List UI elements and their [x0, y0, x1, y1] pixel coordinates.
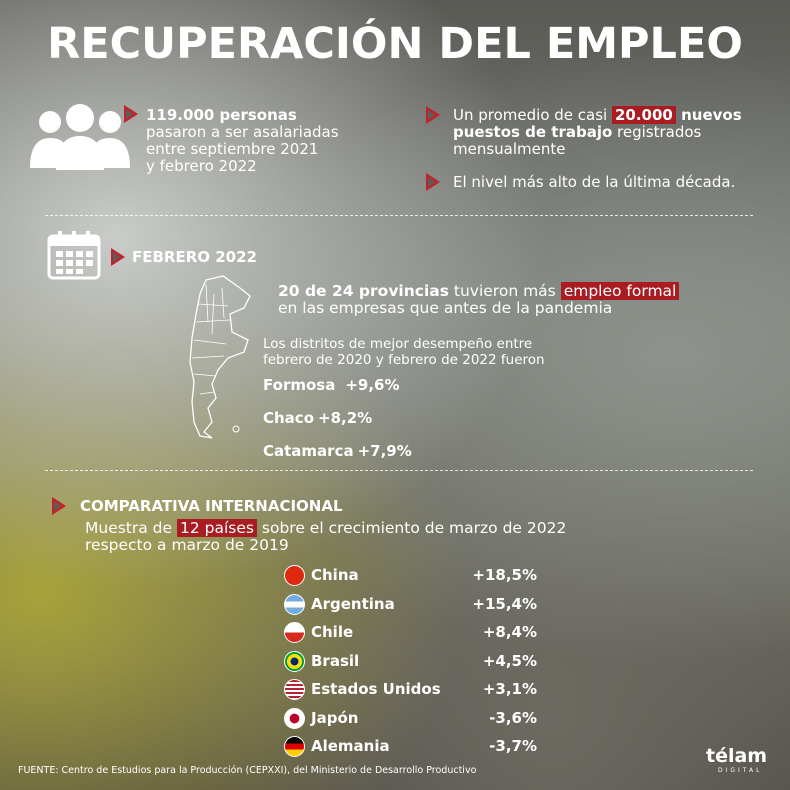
country-name: Chile [311, 623, 354, 641]
stat-1-bold: 119.000 personas [146, 106, 297, 124]
footer: FUENTE: Centro de Estudios para la Produ… [18, 765, 477, 776]
calendar-icon [47, 231, 101, 280]
district: Chaco +8,2% [263, 410, 372, 427]
bullet [124, 105, 138, 123]
country-value: +3,1% [482, 680, 537, 698]
country-row: Alemania -3,7% [282, 735, 537, 757]
country-value: +18,5% [472, 566, 537, 584]
text: registrados [612, 123, 702, 141]
text: Un promedio de casi [453, 106, 612, 124]
highlight: 20.000 [611, 106, 676, 124]
country-row: Chile +8,4% [282, 621, 537, 643]
international-text: Muestra de 12 países sobre el crecimient… [85, 519, 567, 554]
highlight: empleo formal [560, 282, 680, 300]
district-name: Catamarca [263, 442, 354, 460]
section-heading: FEBRERO 2022 [132, 248, 257, 266]
district: Catamarca +7,9% [263, 443, 412, 460]
people-icon [30, 104, 130, 170]
country-value: +4,5% [482, 651, 537, 670]
text: Muestra de [85, 519, 177, 537]
text: sobre el crecimiento de marzo de 2022 [256, 519, 567, 537]
flag [284, 565, 305, 586]
bold: nuevos [675, 106, 742, 124]
flag [284, 679, 305, 700]
provinces-text: 20 de 24 provincias tuvieron más empleo … [278, 282, 680, 317]
text: respecto a marzo de 2019 [85, 536, 289, 554]
stat-1-line: y febrero 2022 [146, 157, 257, 175]
flag [284, 650, 305, 672]
flag [284, 622, 305, 643]
country-name: Alemania [311, 737, 390, 755]
country-name: Estados Unidos [311, 680, 441, 698]
stat-1-line: entre septiembre 2021 [146, 140, 319, 158]
flag [284, 707, 305, 729]
country-row: China +18,5% [282, 564, 537, 586]
district-name: Chaco [263, 409, 315, 427]
intro-line: Los distritos de mejor desempeño entre [263, 336, 533, 352]
intro-line: febrero de 2020 y febrero de 2022 fueron [263, 352, 545, 368]
country-name: Argentina [311, 594, 395, 613]
district: Formosa +9,6% [263, 377, 400, 394]
text: mensualmente [453, 140, 566, 158]
country-value: -3,6% [489, 708, 537, 727]
logo-sub: DIGITAL [718, 767, 763, 774]
country-name: Brasil [311, 651, 360, 670]
stat-3: El nivel más alto de la última década. [453, 173, 736, 191]
country-name: Japón [311, 708, 359, 727]
bullet [426, 106, 440, 124]
bullet [426, 173, 440, 191]
country-name: China [311, 566, 359, 584]
section-heading: COMPARATIVA INTERNACIONAL [80, 497, 343, 515]
district-value: +9,6% [345, 376, 400, 394]
country-row: Argentina +15,4% [282, 593, 537, 615]
country-value: -3,7% [489, 737, 537, 755]
divider [45, 470, 753, 471]
bullet [111, 248, 125, 266]
country-row: Japón -3,6% [282, 707, 537, 729]
bullet [52, 497, 66, 515]
divider [45, 215, 753, 216]
district-value: +8,2% [318, 409, 373, 427]
districts-intro: Los distritos de mejor desempeño entre f… [263, 336, 545, 368]
district-name: Formosa [263, 376, 336, 394]
country-row: Estados Unidos +3,1% [282, 678, 537, 700]
stat-2: Un promedio de casi 20.000 nuevos puesto… [453, 106, 742, 158]
country-row: Brasil +4,5% [282, 650, 537, 672]
country-value: +15,4% [472, 594, 537, 613]
district-value: +7,9% [357, 442, 412, 460]
logo: télam [706, 745, 768, 767]
argentina-map [189, 275, 251, 439]
stat-1: 119.000 personas pasaron a ser asalariad… [146, 107, 339, 175]
flag [284, 593, 305, 615]
stat-1-line: pasaron a ser asalariadas [146, 123, 339, 141]
highlight: 12 países [177, 519, 257, 537]
text: en las empresas que antes de la pandemia [278, 299, 613, 317]
country-value: +8,4% [482, 623, 537, 641]
bold: puestos de trabajo [453, 123, 613, 141]
title: RECUPERACIÓN DEL EMPLEO [47, 19, 743, 69]
text: tuvieron más [448, 282, 561, 300]
flag [284, 736, 305, 757]
bold: 20 de 24 provincias [278, 282, 449, 300]
